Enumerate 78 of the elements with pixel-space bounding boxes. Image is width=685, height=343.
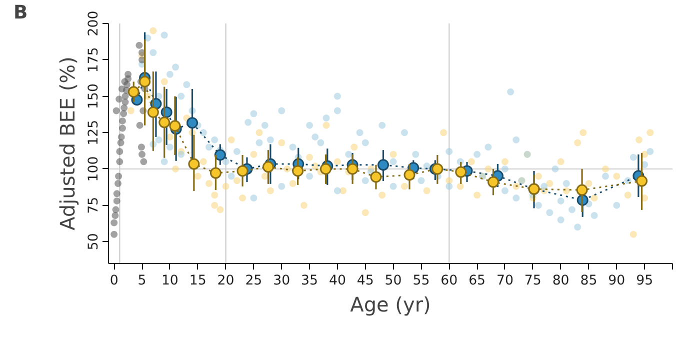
y-tick-label: 75 [86, 196, 102, 214]
x-tick-label: 35 [301, 274, 318, 288]
point [147, 106, 159, 118]
point [262, 161, 274, 173]
x-tick-label: 10 [161, 274, 178, 288]
point [113, 190, 120, 198]
point [346, 163, 358, 175]
y-tick-label: 100 [86, 156, 102, 182]
text: B [14, 2, 28, 24]
x-tick-label: 5 [138, 274, 146, 288]
point [122, 98, 129, 106]
point [113, 197, 120, 204]
point [576, 184, 588, 196]
point [214, 149, 226, 161]
x-tick-label: 30 [273, 274, 290, 288]
point [432, 163, 444, 175]
x-tick-label: 70 [496, 274, 514, 288]
point [138, 150, 146, 158]
point [120, 104, 128, 112]
point [138, 144, 145, 151]
point [188, 158, 200, 170]
x-tick-label: 80 [552, 274, 570, 288]
y-tick-label: 200 [86, 10, 102, 36]
point [121, 78, 128, 86]
y-tick-label: 50 [86, 233, 102, 250]
point [320, 163, 332, 175]
point [118, 124, 126, 132]
point [124, 70, 132, 78]
point [118, 133, 125, 140]
point [488, 176, 499, 188]
point [370, 171, 382, 183]
point [115, 172, 122, 180]
point [110, 230, 118, 238]
x-tick-label: 15 [189, 274, 206, 288]
point [136, 122, 144, 129]
x-tick-label: 0 [110, 274, 118, 288]
x-tick-label: 90 [608, 274, 626, 288]
point [292, 165, 304, 177]
x-axis-title: Age (yr) [350, 292, 431, 316]
point [136, 42, 143, 49]
y-axis-title: Adjusted BEE (%) [56, 56, 80, 230]
y-tick-label: 125 [86, 120, 102, 146]
point [210, 167, 222, 179]
point [112, 206, 120, 214]
x-tick-label: 20 [217, 274, 234, 288]
point [636, 175, 648, 187]
x-tick-label: 85 [580, 274, 598, 288]
y-tick-label: 150 [86, 83, 102, 109]
x-tick-label: 95 [636, 274, 654, 288]
x-tick-label: 65 [468, 274, 486, 288]
point [120, 110, 128, 118]
point [404, 169, 416, 181]
point [377, 159, 389, 171]
point [140, 158, 148, 166]
point [186, 117, 198, 129]
x-tick-label: 50 [384, 274, 402, 288]
point [236, 165, 248, 177]
x-tick-label: 75 [524, 274, 542, 288]
point [114, 180, 122, 187]
point [116, 158, 124, 166]
x-tick-label: 25 [245, 274, 262, 288]
point [112, 107, 120, 114]
x-tick-label: 45 [356, 274, 374, 288]
point [116, 148, 124, 155]
point [139, 76, 151, 88]
point [112, 212, 119, 219]
x-tick-label: 40 [328, 274, 346, 288]
y-tick-label: 175 [86, 47, 102, 73]
x-tick-label: 55 [412, 274, 430, 288]
point [110, 219, 118, 226]
point [158, 116, 170, 128]
point [116, 96, 123, 103]
point [455, 166, 467, 178]
point [118, 85, 126, 92]
x-tick-label: 60 [440, 274, 458, 288]
point [118, 117, 126, 124]
point [128, 86, 140, 98]
point [169, 120, 181, 132]
